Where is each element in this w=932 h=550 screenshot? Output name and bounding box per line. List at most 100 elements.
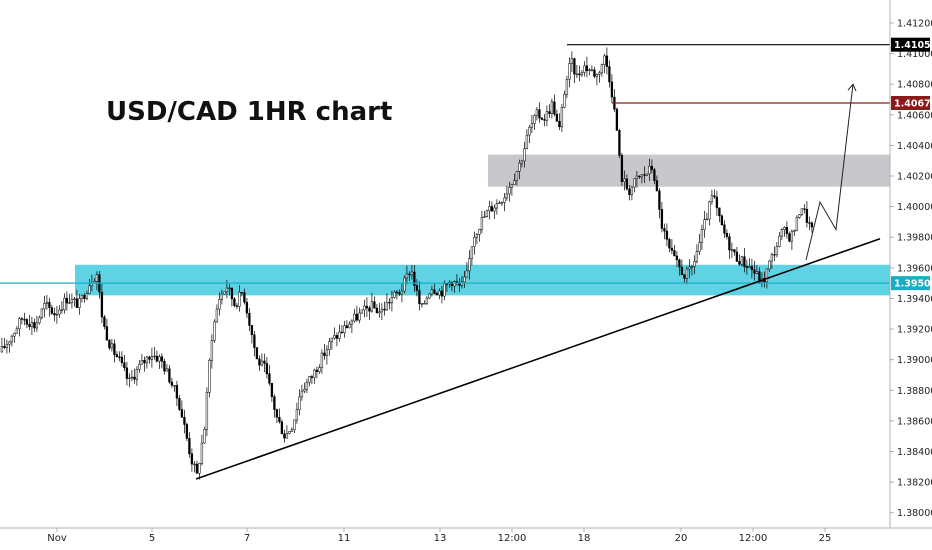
candle-body [640,174,644,178]
candle-body [398,292,401,295]
candle-body [335,335,339,339]
candle-body [8,341,11,345]
candle-body [160,356,164,362]
candle-body [370,301,374,312]
candle-body [125,367,129,379]
candle-body [83,295,86,299]
candle-body [603,55,606,65]
candle-body [570,58,574,64]
y-tick-label: 1.40400 [897,141,932,152]
candle-body [463,276,466,283]
y-tick-label: 1.38000 [897,508,932,519]
candle-body [695,251,699,262]
candle-body [783,227,786,230]
candle-body [365,305,369,309]
candle-body [418,290,421,305]
candle-body [360,309,364,314]
candle-body [415,285,419,291]
candle-body [718,207,721,217]
candle-body [408,273,411,276]
candle-body [5,343,9,349]
candle-body [138,363,141,370]
candle-body [518,162,521,172]
x-tick-label: 5 [149,533,155,544]
candle-body [203,429,206,444]
candle-body [508,187,511,195]
candle-body [470,246,474,259]
candle-body [745,266,749,268]
candle-body [115,354,119,358]
candle-body [135,369,139,380]
y-tick-label: 1.39800 [897,233,932,244]
candle-body [443,283,446,297]
candle-body [625,178,629,190]
candle-body [248,312,251,326]
candle-body [358,312,361,321]
candle-body [148,356,151,360]
candle-body [380,308,384,313]
candle-body [618,130,621,156]
candle-body [243,292,246,303]
candle-body [150,356,154,360]
candle-body [193,463,196,466]
y-tick-label: 1.39600 [897,263,932,274]
candle-body [623,178,626,182]
candle-body [180,409,184,418]
price-tag-bg [891,37,930,52]
candle-body [175,385,179,399]
candle-body [420,303,424,305]
candle-body [353,313,356,322]
candle-body [788,233,791,242]
candle-body [575,73,579,75]
price-tag-label: 1.40677 [894,98,932,109]
candle-body [593,69,596,77]
x-axis-ticks: Nov 5 7 11 13 12:00 18 20 12:00 25 [47,528,831,544]
candle-body [733,249,736,253]
candle-body [515,171,519,181]
candle-body [775,246,779,255]
candle-body [40,308,44,318]
candle-body [15,328,19,334]
candle-body [405,273,409,279]
trendline [195,237,881,480]
candle-body [178,397,181,410]
candle-body [378,311,381,314]
y-tick-label: 1.41000 [897,49,932,60]
candle-body [270,383,274,397]
candle-body [533,115,536,124]
candle-body [465,270,469,278]
candle-body [803,208,806,210]
candle-body [158,356,161,362]
candle-body [668,239,671,249]
candle-body [528,126,531,136]
candle-body [773,254,776,256]
candle-body [743,256,746,267]
candle-body [573,58,576,75]
candle-body [120,356,124,363]
candle-body [590,69,594,71]
candle-body [240,291,244,294]
overlays-layer [0,44,890,480]
candle-body [223,291,226,295]
candle-body [80,295,84,299]
candle-body [580,72,584,76]
x-tick-label: 18 [578,533,591,544]
candle-body [545,111,549,121]
candle-body [505,193,509,199]
candle-body [13,332,16,337]
candle-body [393,291,396,298]
candle-body [50,307,54,314]
candle-body [295,409,299,421]
candle-body [225,287,229,293]
candle-body [715,196,719,209]
candle-body [185,424,189,439]
candle-body [753,269,756,274]
candle-body [330,337,334,342]
candle-body [703,219,706,230]
x-tick-label: Nov [47,533,67,544]
candle-body [130,376,134,379]
candle-body [413,271,416,286]
candle-body [755,271,759,274]
candle-body [468,258,471,272]
